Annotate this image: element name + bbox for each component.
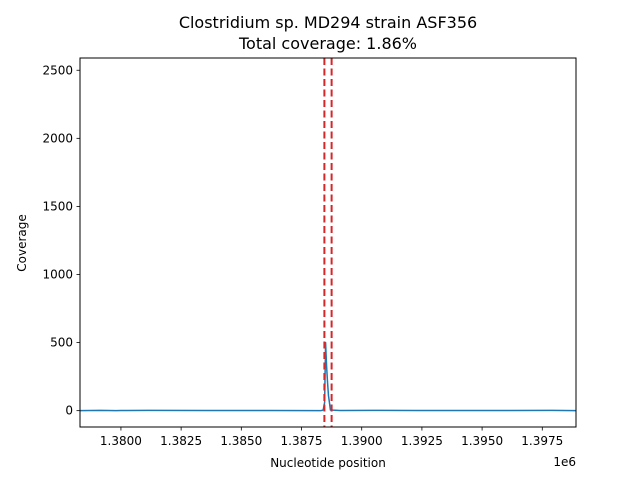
x-offset-label: 1e6 <box>553 455 576 469</box>
y-tick-label: 2500 <box>42 63 73 77</box>
x-tick-label: 1.3975 <box>521 434 563 448</box>
x-tick-label: 1.3925 <box>401 434 443 448</box>
x-axis-label: Nucleotide position <box>270 456 386 470</box>
coverage-series-line <box>79 341 577 412</box>
plot-frame <box>79 57 577 428</box>
x-tick-label: 1.3875 <box>281 434 323 448</box>
x-tick-label: 1.3950 <box>461 434 503 448</box>
x-tick-label: 1.3800 <box>100 434 142 448</box>
x-tick-label: 1.3825 <box>160 434 202 448</box>
y-tick-label: 0 <box>65 404 73 418</box>
y-tick-label: 1000 <box>42 267 73 281</box>
x-tick-label: 1.3900 <box>341 434 383 448</box>
chart-title-line1: Clostridium sp. MD294 strain ASF356 <box>179 13 477 32</box>
y-tick-label: 500 <box>50 336 73 350</box>
y-axis-label: Coverage <box>15 214 29 272</box>
chart-title-line2: Total coverage: 1.86% <box>238 34 417 53</box>
y-tick-label: 2000 <box>42 131 73 145</box>
x-axis-ticks: 1.3800 1.3825 1.3850 1.3875 1.3900 1.3925 1.39… <box>100 427 563 448</box>
x-tick-label: 1.3850 <box>220 434 262 448</box>
y-tick-label: 1500 <box>42 199 73 213</box>
y-axis-ticks: 0 500 1000 1500 2000 2500 <box>42 63 80 418</box>
plot-area <box>79 58 577 427</box>
